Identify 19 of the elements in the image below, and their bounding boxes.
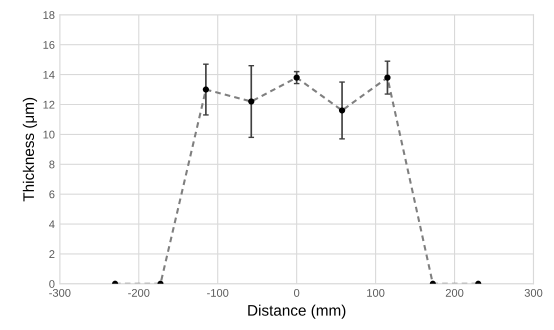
y-tick-label: 0 [49, 280, 55, 288]
x-tick-label: -100 [207, 288, 228, 297]
x-tick-label: -200 [128, 288, 150, 297]
y-tick-label: 12 [43, 100, 54, 109]
x-tick-label: -300 [49, 288, 71, 297]
x-tick-label: 100 [367, 288, 384, 297]
y-tick-label: 18 [43, 11, 54, 19]
y-tick-label: 6 [49, 190, 54, 198]
y-axis-title: Thickness (μm) [22, 98, 38, 202]
x-tick-label: 200 [446, 288, 464, 297]
x-tick-label: 0 [294, 288, 300, 297]
y-tick-label: 14 [43, 71, 55, 79]
y-tick-label: 2 [49, 250, 54, 258]
x-tick-label: 300 [524, 288, 542, 297]
y-tick-label: 10 [43, 130, 55, 139]
y-tick-label: 4 [49, 220, 55, 228]
y-tick-label: 16 [43, 41, 54, 49]
x-axis-title: Distance (mm) [248, 304, 346, 319]
y-tick-label: 8 [49, 160, 54, 168]
